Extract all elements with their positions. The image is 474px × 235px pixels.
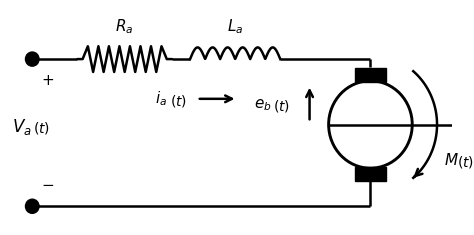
Text: $R_a$: $R_a$ (116, 17, 134, 36)
Bar (355, 167, 386, 181)
Text: $M$: $M$ (444, 152, 458, 168)
Text: $(t)$: $(t)$ (170, 93, 187, 109)
Text: −: − (41, 178, 54, 193)
Text: $V_a$: $V_a$ (12, 117, 32, 137)
Text: $L_a$: $L_a$ (227, 17, 243, 36)
Circle shape (26, 199, 39, 213)
Bar (355, 68, 386, 82)
Text: $e_b$: $e_b$ (254, 97, 271, 113)
Text: $(t)$: $(t)$ (457, 154, 474, 170)
Text: $(t)$: $(t)$ (273, 98, 291, 114)
Text: $i_a$: $i_a$ (155, 90, 167, 108)
Text: +: + (41, 73, 54, 88)
Circle shape (26, 52, 39, 66)
Text: $(t)$: $(t)$ (33, 120, 50, 136)
